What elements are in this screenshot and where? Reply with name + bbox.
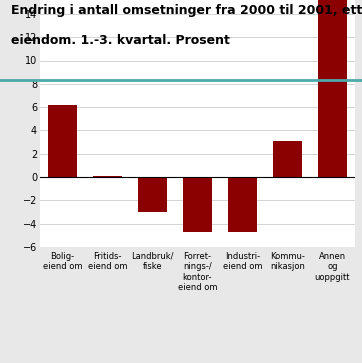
Bar (183, 177, 212, 232)
Bar (273, 141, 302, 177)
Bar (48, 105, 77, 177)
Bar (93, 176, 122, 177)
Text: Endring i antall omsetninger fra 2000 til 2001, etter type: Endring i antall omsetninger fra 2000 ti… (11, 4, 362, 17)
Bar (317, 0, 347, 177)
Bar (228, 177, 257, 232)
Bar (138, 177, 167, 212)
Text: eiendom. 1.-3. kvartal. Prosent: eiendom. 1.-3. kvartal. Prosent (11, 34, 230, 48)
